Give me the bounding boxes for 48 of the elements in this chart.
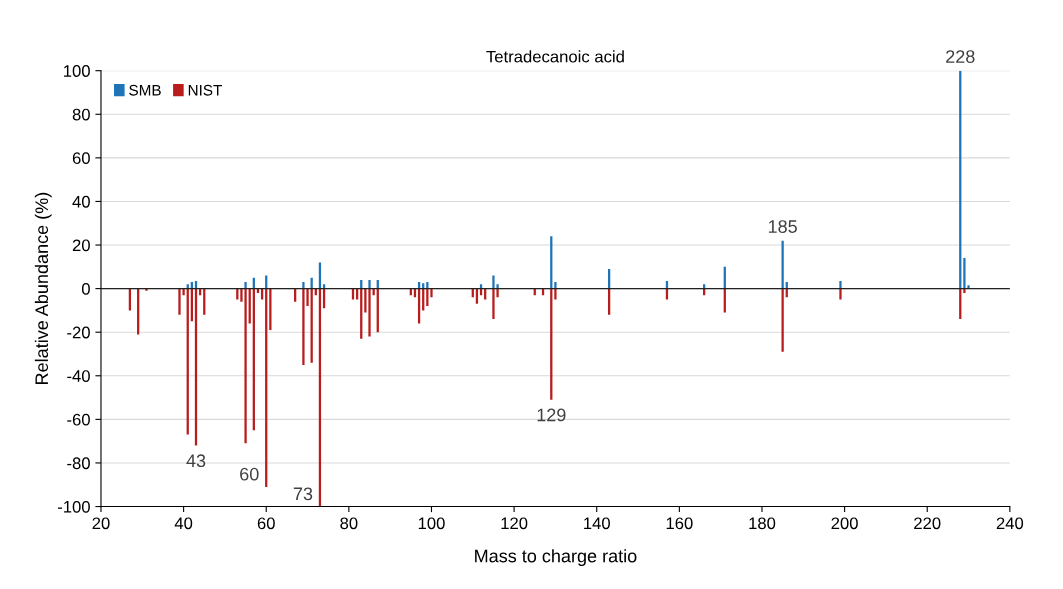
y-axis-title: Relative Abundance (%) [34,192,52,384]
x-tick-label: 200 [831,517,858,530]
bar [269,288,272,331]
bar [430,288,433,298]
x-tick-label: 60 [257,517,275,530]
bar [554,288,557,300]
x-tick-label: 160 [666,517,693,530]
y-tick-label: -80 [67,457,90,470]
y-tick-label: -60 [67,413,90,426]
annotation: 60 [240,467,259,481]
legend-label: NIST [188,84,223,96]
bar [839,288,842,300]
x-tick-label: 100 [418,517,445,530]
annotation: 228 [946,50,975,63]
annotation: 73 [293,487,313,501]
x-tick-label: 20 [92,517,110,530]
bar [492,288,495,320]
y-tick-label: 100 [64,65,90,77]
chart-title: Tetradecanoic acid [486,50,624,63]
annotation: 185 [768,220,797,233]
x-tick-label: 120 [501,517,528,530]
y-tick-label: -20 [67,326,90,339]
bar [244,288,247,444]
x-tick-label: 40 [174,517,193,530]
x-tick-label: 180 [749,517,776,530]
x-axis-title: Mass to charge ratio [475,549,637,566]
annotation: 43 [186,454,206,468]
legend-label: SMB [129,84,161,96]
bar [302,288,305,365]
y-tick-label: 60 [72,152,90,165]
x-tick-label: 80 [340,517,358,530]
y-tick-label: 20 [72,239,90,252]
y-tick-label: 40 [72,195,90,208]
bar [963,258,966,289]
y-tick-label: 0 [81,283,90,295]
bar [963,288,966,293]
x-tick-label: 140 [584,517,610,530]
x-tick-label: 240 [996,517,1024,530]
bar [178,288,181,315]
x-tick-label: 220 [914,517,941,530]
bar [368,288,371,337]
y-tick-label: -40 [67,370,90,382]
annotation: 129 [537,408,566,422]
y-tick-label: -100 [57,500,90,513]
y-tick-label: 80 [72,108,90,121]
bar [781,240,784,289]
bar [492,275,495,289]
bar [781,288,784,352]
